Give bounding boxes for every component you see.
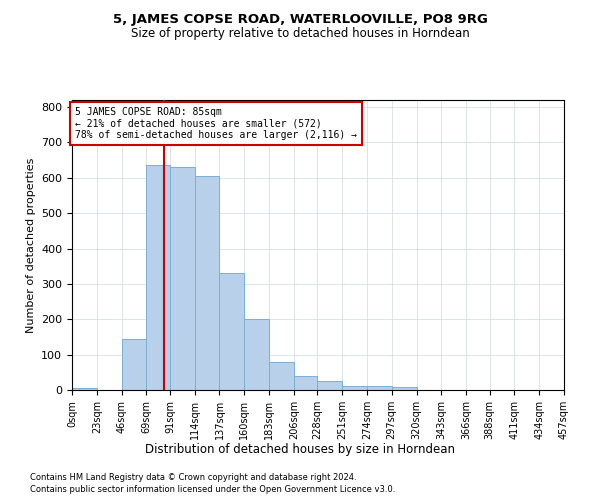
Bar bbox=[195, 176, 220, 390]
Text: 5, JAMES COPSE ROAD, WATERLOOVILLE, PO8 9RG: 5, JAMES COPSE ROAD, WATERLOOVILLE, PO8 … bbox=[113, 12, 487, 26]
Bar bbox=[317, 381, 342, 390]
Bar bbox=[244, 320, 269, 390]
Bar bbox=[342, 386, 367, 390]
Y-axis label: Number of detached properties: Number of detached properties bbox=[26, 158, 35, 332]
Text: Contains public sector information licensed under the Open Government Licence v3: Contains public sector information licen… bbox=[30, 485, 395, 494]
Text: Contains HM Land Registry data © Crown copyright and database right 2024.: Contains HM Land Registry data © Crown c… bbox=[30, 472, 356, 482]
Bar bbox=[269, 362, 294, 390]
Text: 5 JAMES COPSE ROAD: 85sqm
← 21% of detached houses are smaller (572)
78% of semi: 5 JAMES COPSE ROAD: 85sqm ← 21% of detac… bbox=[75, 107, 357, 140]
Bar bbox=[122, 338, 146, 390]
Bar bbox=[392, 387, 416, 390]
Bar bbox=[72, 388, 97, 390]
Bar bbox=[294, 376, 317, 390]
Bar bbox=[220, 274, 244, 390]
Bar bbox=[146, 166, 170, 390]
Bar bbox=[170, 167, 195, 390]
Text: Distribution of detached houses by size in Horndean: Distribution of detached houses by size … bbox=[145, 442, 455, 456]
Text: Size of property relative to detached houses in Horndean: Size of property relative to detached ho… bbox=[131, 28, 469, 40]
Bar bbox=[367, 386, 392, 390]
